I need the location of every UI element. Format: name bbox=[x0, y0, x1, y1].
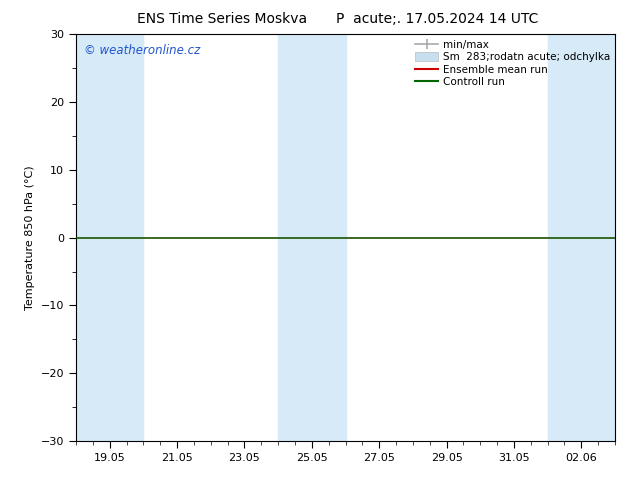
Text: © weatheronline.cz: © weatheronline.cz bbox=[84, 45, 200, 57]
Y-axis label: Temperature 850 hPa (°C): Temperature 850 hPa (°C) bbox=[25, 165, 36, 310]
Legend: min/max, Sm  283;rodatn acute; odchylka, Ensemble mean run, Controll run: min/max, Sm 283;rodatn acute; odchylka, … bbox=[413, 37, 612, 89]
Bar bbox=[278, 34, 346, 441]
Bar bbox=[548, 34, 615, 441]
Text: ENS Time Series Moskva: ENS Time Series Moskva bbox=[137, 12, 307, 26]
Text: P  acute;. 17.05.2024 14 UTC: P acute;. 17.05.2024 14 UTC bbox=[336, 12, 539, 26]
Bar bbox=[76, 34, 143, 441]
